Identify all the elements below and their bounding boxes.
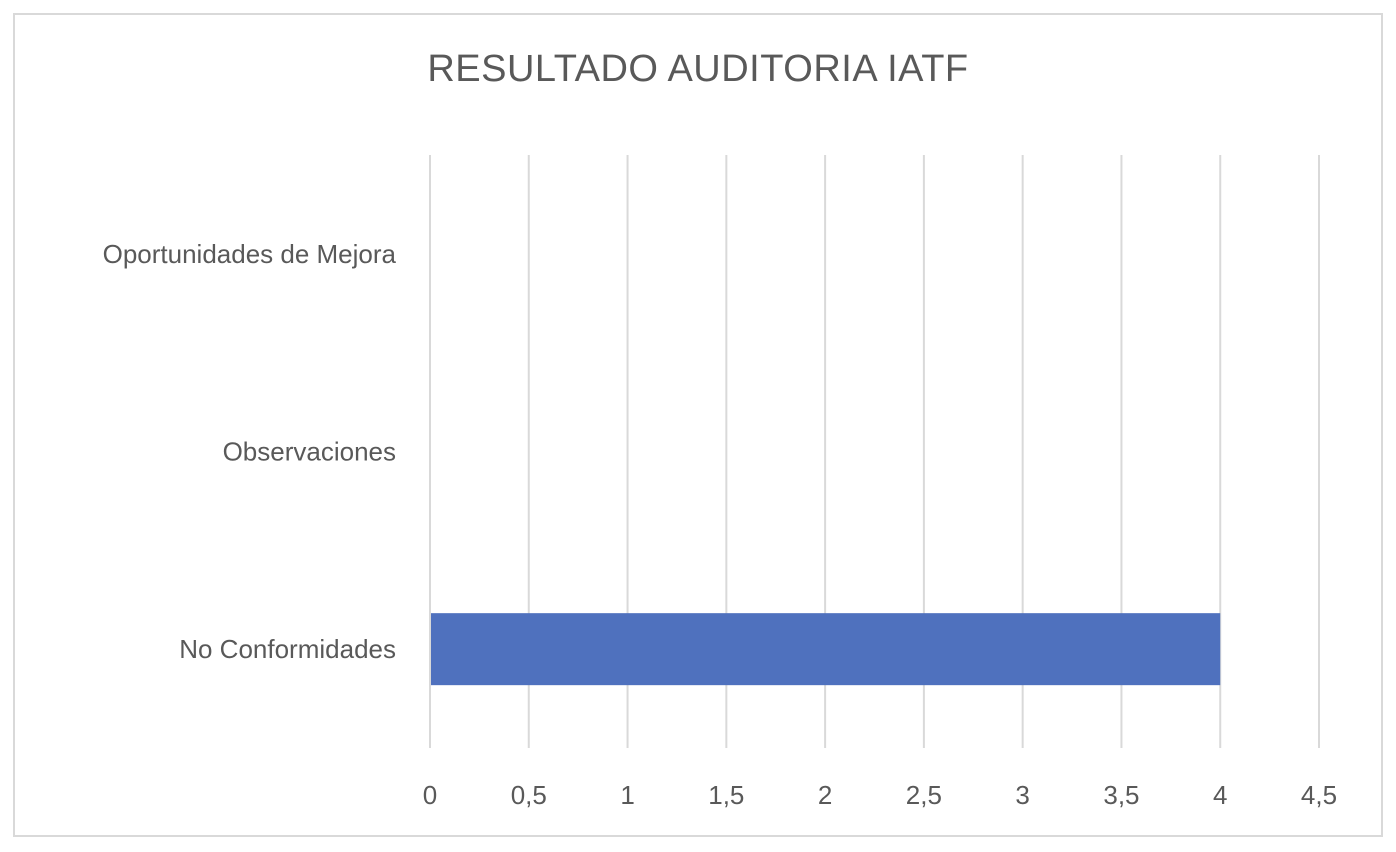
x-tick-label: 1	[620, 780, 634, 810]
x-tick-label: 3	[1015, 780, 1029, 810]
x-tick-label: 4,5	[1301, 780, 1337, 810]
x-tick-label: 4	[1213, 780, 1227, 810]
x-tick-label: 3,5	[1103, 780, 1139, 810]
category-label: Observaciones	[223, 437, 396, 467]
x-tick-label: 1,5	[708, 780, 744, 810]
chart-frame	[13, 13, 1383, 837]
x-tick-label: 0	[423, 780, 437, 810]
chart-title: RESULTADO AUDITORIA IATF	[427, 48, 969, 90]
bar	[431, 613, 1221, 686]
x-axis-tick-labels: 0 0,5 1 1,5 2 2,5 3 3,5 4 4,5	[423, 780, 1337, 810]
category-label: Oportunidades de Mejora	[103, 239, 397, 269]
x-tick-label: 2	[818, 780, 832, 810]
bars	[431, 613, 1221, 686]
y-axis-category-labels: Oportunidades de Mejora Observaciones No C…	[103, 239, 397, 664]
x-tick-label: 0,5	[511, 780, 547, 810]
x-tick-label: 2,5	[906, 780, 942, 810]
category-label: No Conformidades	[179, 634, 396, 664]
